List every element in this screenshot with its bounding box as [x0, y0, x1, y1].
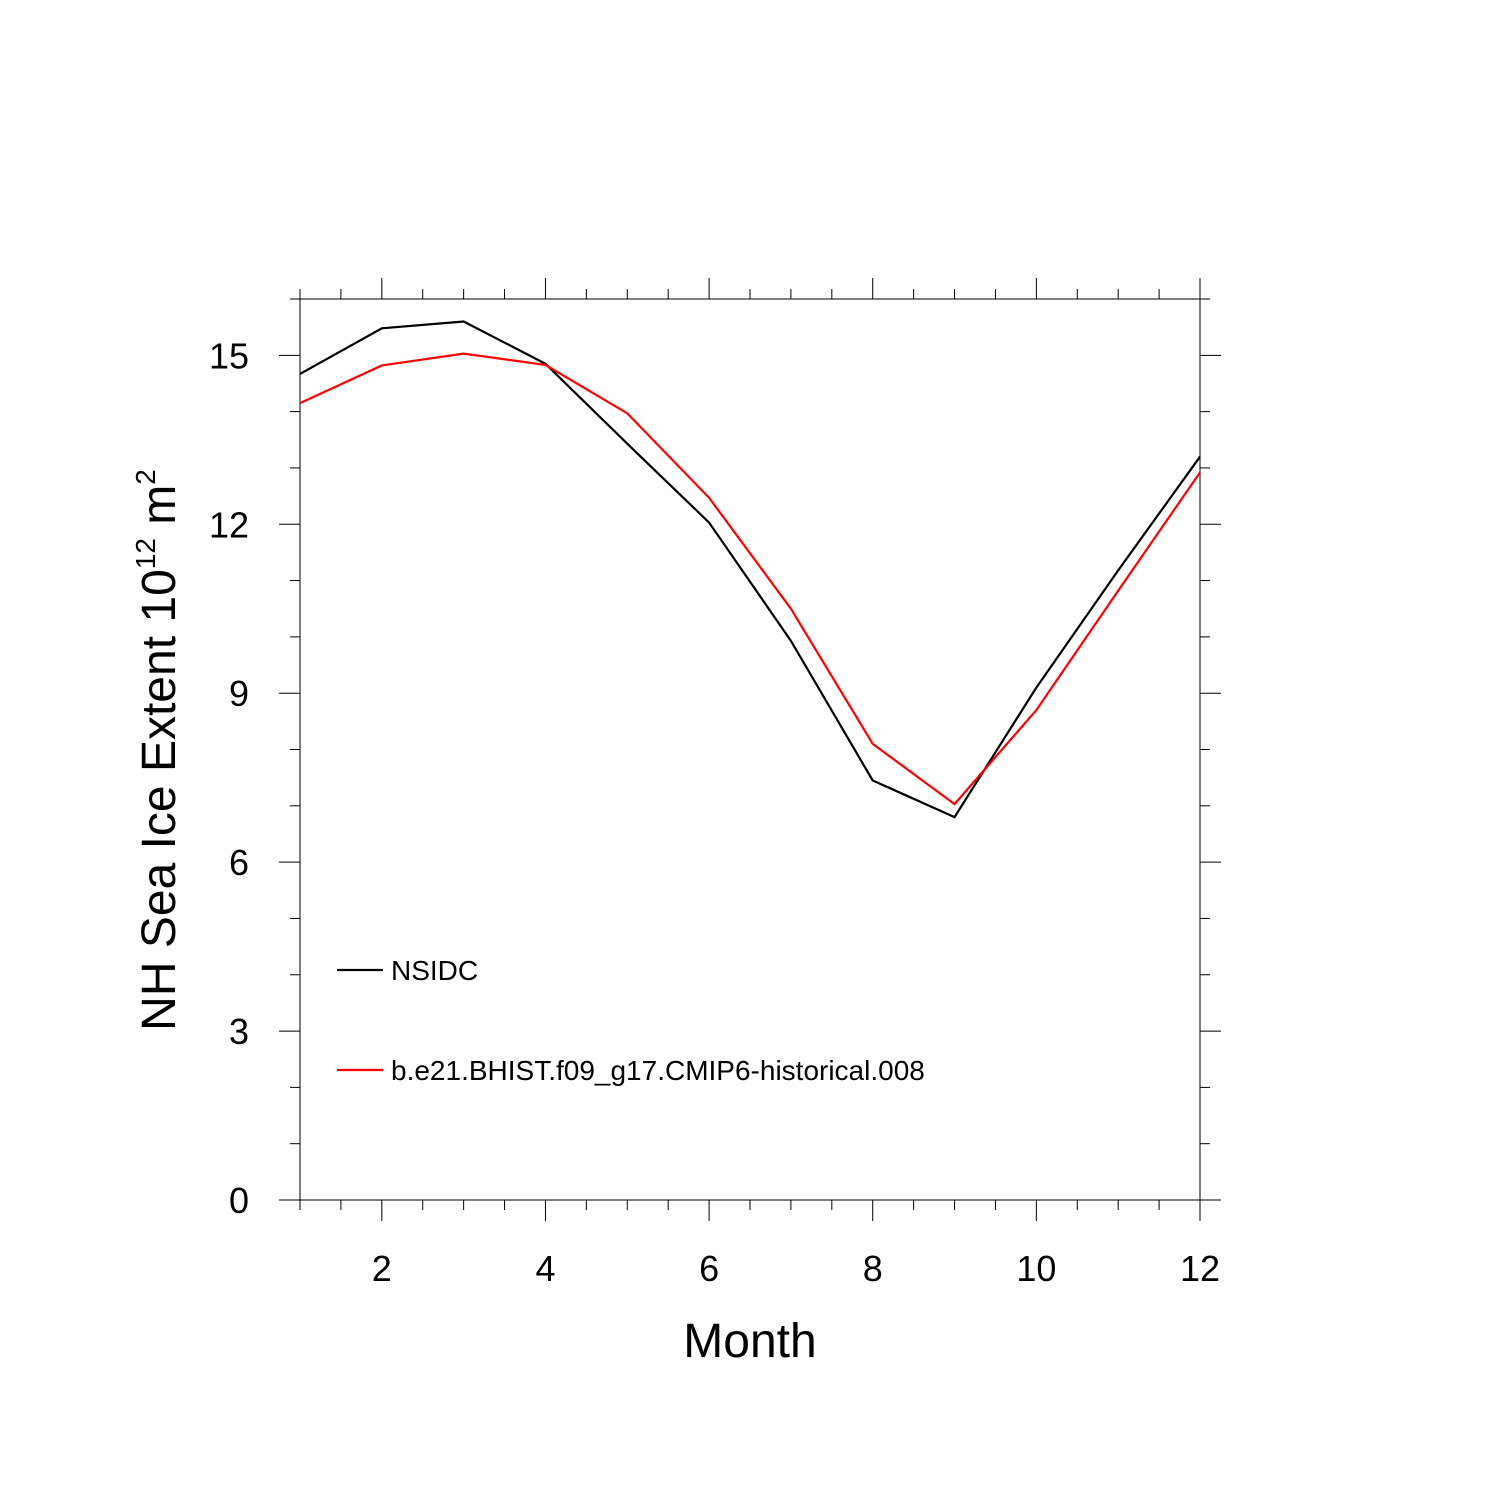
x-tick-label: 12 [1180, 1248, 1220, 1289]
x-tick-label: 6 [699, 1248, 719, 1289]
x-tick-label: 8 [863, 1248, 883, 1289]
legend-label: b.e21.BHIST.f09_g17.CMIP6-historical.008 [391, 1055, 925, 1086]
x-tick-label: 2 [372, 1248, 392, 1289]
y-axis-title-unit-exponent: 2 [130, 469, 161, 485]
y-tick-label: 12 [209, 504, 249, 545]
tick-labels: 2 4 6 8 10 12 0 3 6 9 12 15 [209, 335, 1220, 1289]
y-tick-label: 9 [229, 673, 249, 714]
y-axis-title-prefix: NH Sea Ice Extent 10 [133, 569, 186, 1031]
x-tick-label: 4 [535, 1248, 555, 1289]
series-line-1 [299, 320, 1201, 819]
x-axis-title: Month [683, 1315, 816, 1368]
y-axis-title-exponent: 12 [130, 538, 161, 569]
y-tick-label: 0 [229, 1180, 249, 1221]
y-tick-label: 3 [229, 1011, 249, 1052]
y-tick-label: 15 [209, 335, 249, 376]
x-tick-label: 10 [1016, 1248, 1056, 1289]
series-line-2 [299, 352, 1201, 806]
legend: NSIDC b.e21.BHIST.f09_g17.CMIP6-historica… [337, 955, 925, 1086]
y-axis-title-unit: m [133, 485, 186, 538]
series-lines [299, 320, 1201, 819]
legend-label: NSIDC [391, 955, 478, 986]
y-tick-label: 6 [229, 842, 249, 883]
y-axis-title: NH Sea Ice Extent 1012 m2 [130, 469, 186, 1031]
axis-ticks [279, 278, 1221, 1221]
